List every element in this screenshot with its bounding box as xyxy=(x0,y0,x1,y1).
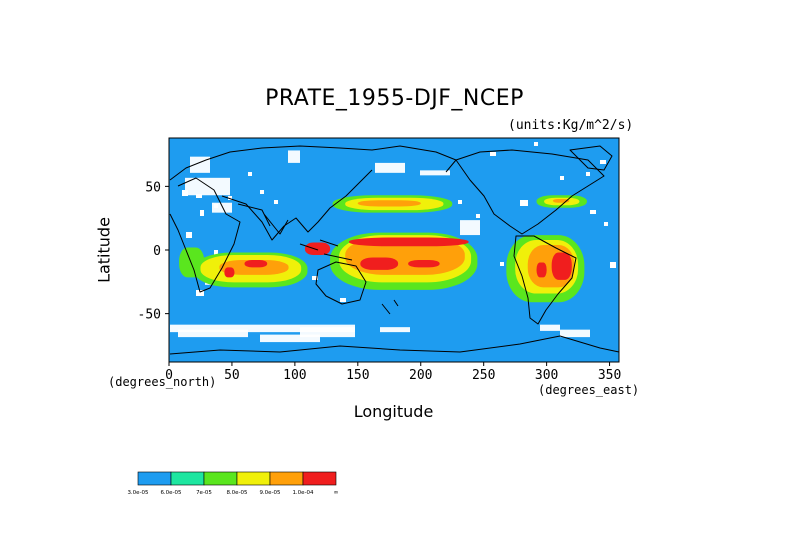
x-tick-label: 350 xyxy=(598,368,621,383)
chart-title: PRATE_1955-DJF_NCEP xyxy=(265,86,524,111)
dry-patch xyxy=(274,200,278,204)
colorbar-level-label: 1.0e-04 xyxy=(292,490,314,496)
dry-patch xyxy=(312,276,318,280)
dry-patch xyxy=(586,172,590,176)
dry-patch xyxy=(214,250,218,256)
coastline xyxy=(455,149,605,235)
dry-patch xyxy=(288,150,300,163)
y-tick-label: 50 xyxy=(145,180,161,195)
dry-patch xyxy=(340,298,346,302)
colorbar-swatch xyxy=(170,471,205,486)
x-tick-label: 50 xyxy=(224,368,240,383)
dry-patch xyxy=(212,202,232,213)
dry-patch xyxy=(182,190,188,196)
dry-patch xyxy=(196,194,202,198)
coastline xyxy=(237,203,289,235)
coastline xyxy=(221,169,373,241)
precip-zone xyxy=(179,247,205,278)
coastline xyxy=(169,335,620,355)
precip-zone xyxy=(360,257,399,270)
x-tick-label: 150 xyxy=(346,368,369,383)
precip-zone xyxy=(357,200,421,207)
colorbar-swatch xyxy=(203,471,238,486)
y-unit-note: (degrees_north) xyxy=(108,375,217,389)
x-tick-label: 300 xyxy=(535,368,558,383)
colorbar-swatch xyxy=(236,471,271,486)
dry-patch xyxy=(178,329,248,338)
coastline xyxy=(169,145,457,181)
x-tick-label: 250 xyxy=(472,368,495,383)
dry-patch xyxy=(600,160,606,164)
colorbar-swatch xyxy=(269,471,304,486)
x-axis-label: Longitude xyxy=(353,402,434,421)
dry-patch xyxy=(260,190,264,194)
dry-patch xyxy=(610,262,616,268)
precip-zone xyxy=(408,259,440,268)
colorbar-swatch xyxy=(137,471,172,486)
dry-patch xyxy=(228,196,232,200)
coastline xyxy=(299,239,353,261)
dry-patch xyxy=(534,142,538,146)
dry-patch xyxy=(560,329,590,338)
dry-patch xyxy=(185,177,230,196)
colorbar-swatch xyxy=(302,471,337,486)
dry-patch xyxy=(540,324,560,331)
colorbar-level-label: 7e-05 xyxy=(196,490,212,496)
dry-patch xyxy=(500,262,504,266)
x-unit-note: (degrees_east) xyxy=(538,383,640,397)
precip-zone xyxy=(304,242,331,255)
y-tick-label: -50 xyxy=(138,308,161,323)
precip-zone xyxy=(349,237,469,247)
coastline xyxy=(569,145,613,171)
x-tick-label: 0 xyxy=(165,368,173,383)
colorbar-level-label: 6.0e-05 xyxy=(160,490,182,496)
dry-patch xyxy=(604,222,608,226)
dry-patch xyxy=(170,324,355,333)
dry-patch xyxy=(590,210,596,214)
units-label: (units:Kg/m^2/s) xyxy=(508,118,634,133)
dry-patch xyxy=(458,200,462,204)
dry-patch xyxy=(375,162,405,173)
dry-patch xyxy=(380,327,410,333)
x-tick-label: 100 xyxy=(283,368,306,383)
dry-patch xyxy=(300,327,355,338)
dry-patch xyxy=(196,290,204,296)
precip-zone xyxy=(551,252,572,280)
dry-patch xyxy=(476,214,480,218)
dry-patch xyxy=(560,176,564,180)
y-tick-label: 0 xyxy=(153,244,161,259)
dry-patch xyxy=(420,170,450,176)
dry-patch xyxy=(186,232,192,238)
dry-patch xyxy=(260,334,320,343)
precip-zone xyxy=(224,267,235,278)
colorbar-level-label: 3.0e-05 xyxy=(127,490,149,496)
colorbar-end-label: ∞ xyxy=(334,489,339,496)
x-tick-label: 200 xyxy=(409,368,432,383)
precip-zone xyxy=(536,262,547,278)
dry-patch xyxy=(520,200,528,206)
coastline xyxy=(169,177,241,293)
dry-patch xyxy=(460,220,480,236)
dry-patch xyxy=(214,204,218,208)
coastline xyxy=(315,261,367,305)
coastline xyxy=(513,235,577,325)
dry-patch xyxy=(490,152,496,156)
colorbar-level-label: 8.0e-05 xyxy=(226,490,248,496)
coastline xyxy=(381,299,399,315)
precip-zone xyxy=(244,259,268,268)
dry-patch xyxy=(248,172,252,176)
dry-patch xyxy=(200,210,204,216)
colorbar-level-label: 9.0e-05 xyxy=(259,490,281,496)
